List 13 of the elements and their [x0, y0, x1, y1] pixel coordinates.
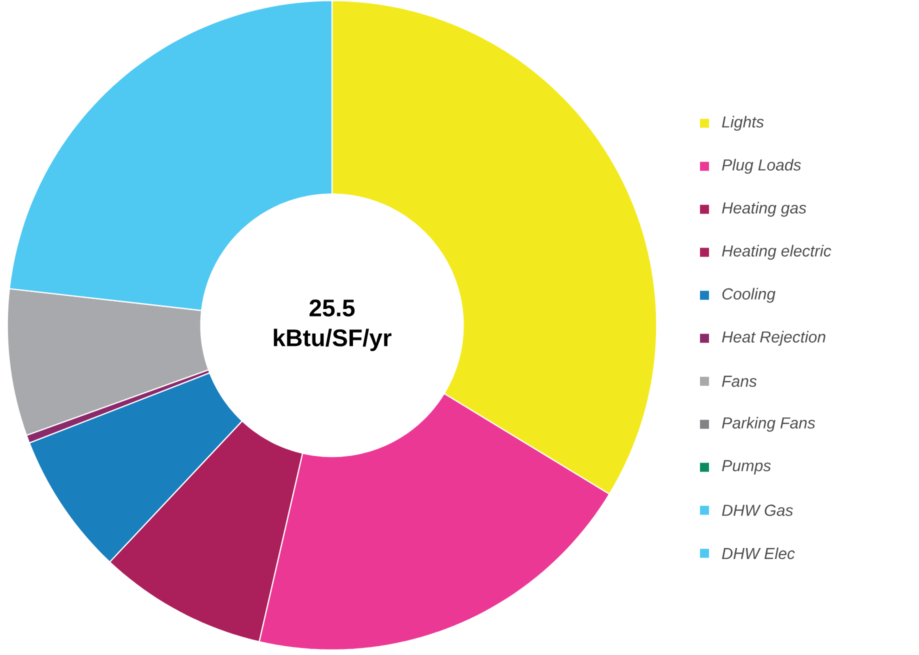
legend-label: DHW Gas [722, 504, 793, 516]
legend-label: Fans [722, 376, 757, 387]
legend-label: Plug Loads [722, 158, 801, 174]
legend-label: Heating electric [722, 244, 832, 260]
legend-label: Cooling [722, 288, 776, 303]
legend-label: DHW Elec [722, 547, 795, 560]
legend-label: Pumps [722, 460, 771, 474]
text: kBtu/SF/yr [274, 328, 392, 351]
legend-label: Heat Rejection [722, 330, 826, 346]
text: 25.5 [310, 299, 355, 316]
legend-label: Parking Fans [722, 416, 816, 432]
legend-label: Heating gas [722, 202, 806, 217]
legend-label: Lights [722, 116, 764, 131]
